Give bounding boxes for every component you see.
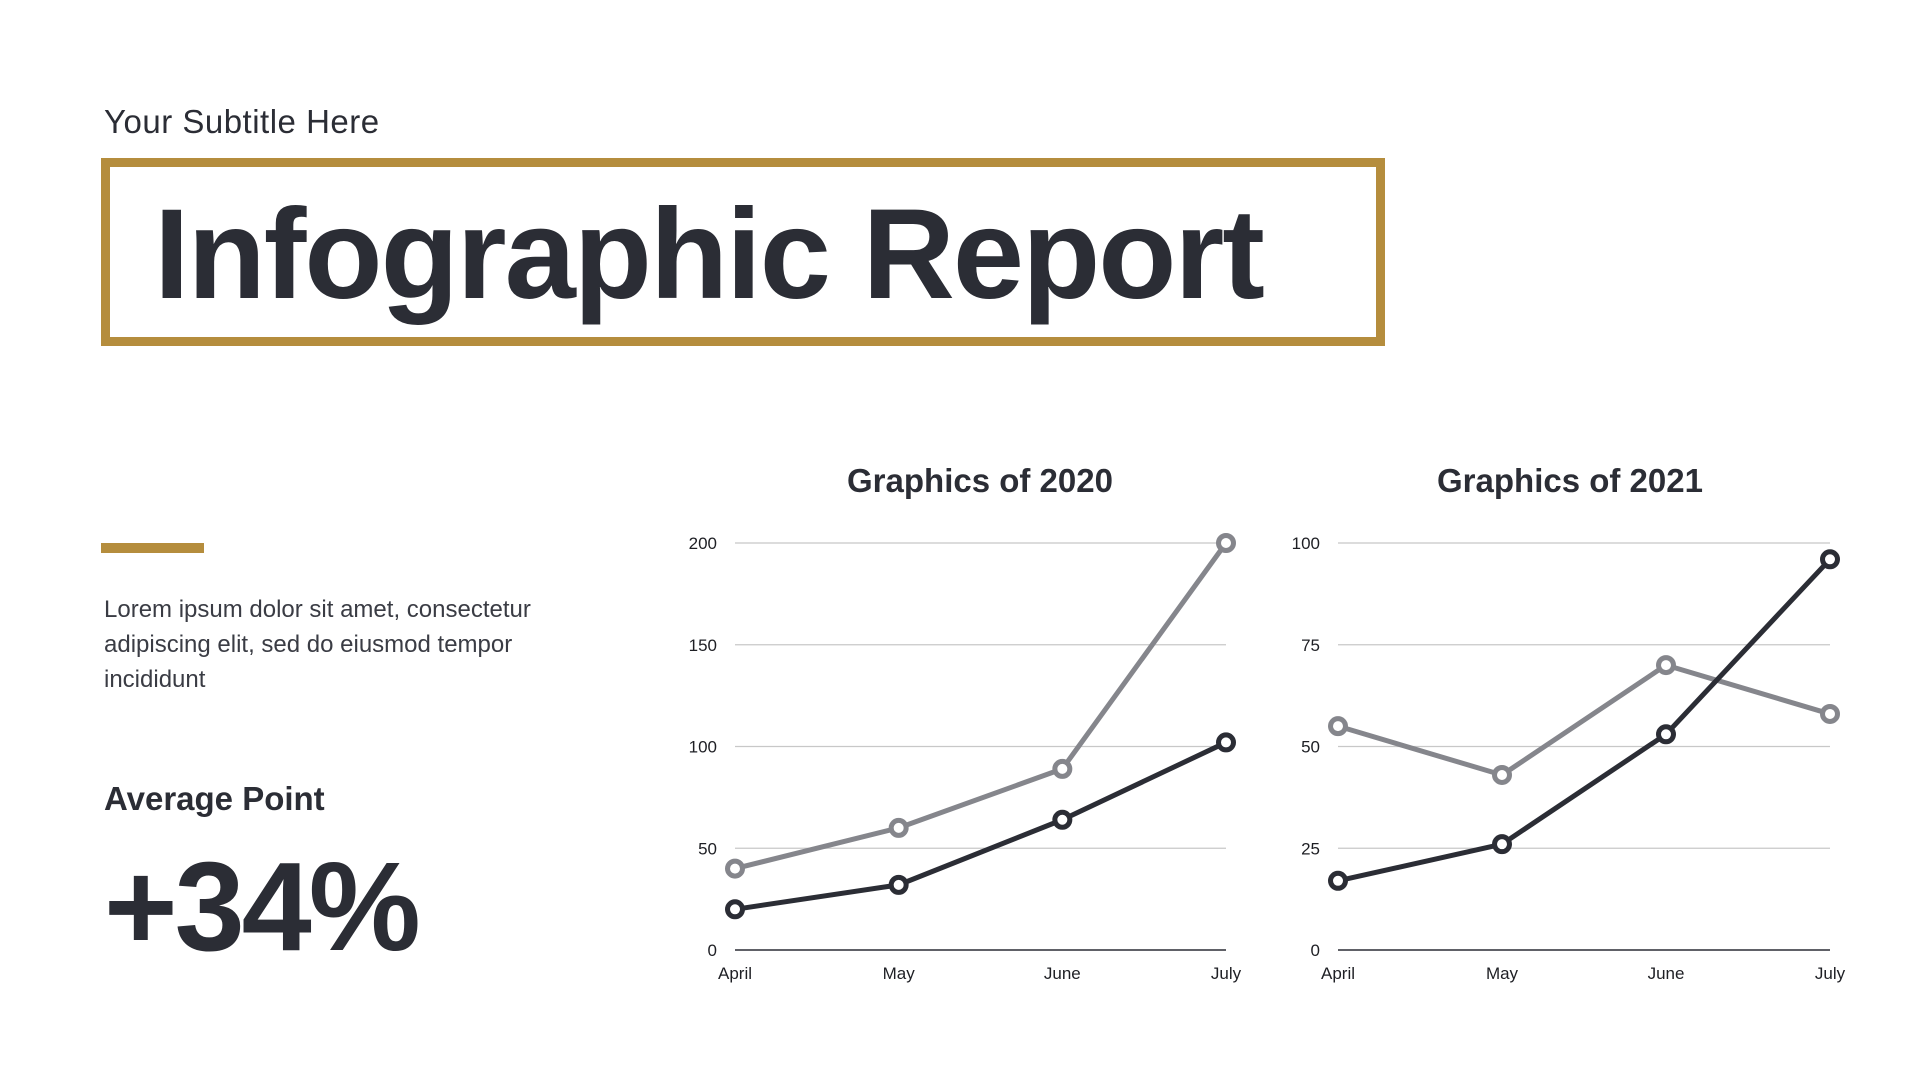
description-text: Lorem ipsum dolor sit amet, consectetur … xyxy=(104,596,531,693)
x-tick-label-2020-june: June xyxy=(1044,964,1081,983)
data-point-2021-light-july xyxy=(1820,703,1840,724)
y-tick-label-2021-75: 75 xyxy=(1301,636,1320,655)
data-point-2021-light-april xyxy=(1328,716,1348,737)
data-point-2021-light-may xyxy=(1492,764,1512,785)
y-tick-label-2021-50: 50 xyxy=(1301,738,1320,757)
y-tick-label-2021-25: 25 xyxy=(1301,839,1320,858)
x-tick-label-2020-july: July xyxy=(1211,964,1242,983)
average-point-value: +34% xyxy=(104,836,421,977)
series-line-2021-dark xyxy=(1335,556,1833,884)
subtitle: Your Subtitle Here xyxy=(104,103,380,140)
series-line-2021-light xyxy=(1335,662,1833,778)
title-frame: Infographic Report xyxy=(101,158,1385,346)
chart-title-2020: Graphics of 2020 xyxy=(847,462,1113,499)
data-point-2021-dark-july xyxy=(1820,549,1840,570)
x-tick-label-2021-july: July xyxy=(1815,964,1846,983)
data-point-2020-light-may xyxy=(888,817,909,838)
page-title: Infographic Report xyxy=(154,183,1265,326)
y-tick-label-2020-200: 200 xyxy=(689,534,717,553)
x-tick-label-2021-may: May xyxy=(1486,964,1519,983)
data-point-2021-dark-may xyxy=(1492,834,1512,855)
x-tick-label-2021-april: April xyxy=(1321,964,1355,983)
y-tick-label-2021-100: 100 xyxy=(1292,534,1320,553)
data-point-2020-light-june xyxy=(1052,758,1073,779)
accent-divider xyxy=(101,543,204,553)
series-line-2020-light xyxy=(732,540,1229,872)
data-point-2021-dark-april xyxy=(1328,870,1348,891)
data-point-2020-dark-may xyxy=(888,874,909,895)
y-tick-label-2021-0: 0 xyxy=(1311,941,1320,960)
x-tick-label-2020-may: May xyxy=(883,964,916,983)
y-tick-label-2020-150: 150 xyxy=(689,636,717,655)
data-point-2020-dark-april xyxy=(725,899,745,920)
y-tick-label-2020-0: 0 xyxy=(708,941,717,960)
average-point-label: Average Point xyxy=(104,780,325,817)
data-point-2020-dark-july xyxy=(1216,732,1236,753)
x-tick-label-2020-april: April xyxy=(718,964,752,983)
y-tick-label-2020-50: 50 xyxy=(698,839,717,858)
data-point-2021-light-june xyxy=(1656,655,1676,676)
chart-title-2021: Graphics of 2021 xyxy=(1437,462,1703,499)
data-point-2021-dark-june xyxy=(1656,724,1676,745)
data-point-2020-light-july xyxy=(1216,533,1236,553)
series-line-2020-dark xyxy=(732,739,1229,912)
x-tick-label-2021-june: June xyxy=(1648,964,1685,983)
y-tick-label-2020-100: 100 xyxy=(689,738,717,757)
data-point-2020-dark-june xyxy=(1052,809,1073,830)
data-point-2020-light-april xyxy=(725,858,745,879)
